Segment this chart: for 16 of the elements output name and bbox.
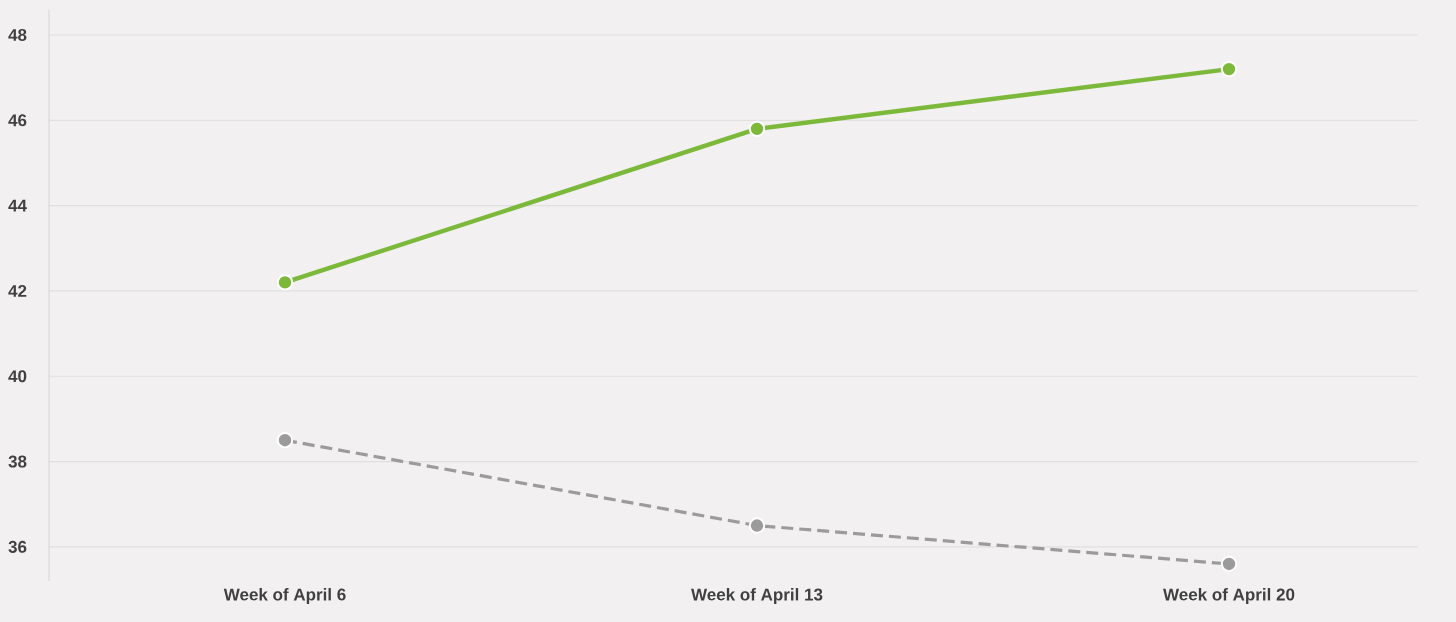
x-tick-label: Week of April 20	[1163, 588, 1295, 604]
y-tick-label: 40	[8, 370, 27, 383]
point	[1220, 555, 1238, 573]
point	[276, 432, 294, 449]
point	[748, 120, 766, 138]
x-tick-label: Week of April 13	[691, 588, 823, 604]
y-tick-label: 48	[8, 28, 27, 41]
y-tick-label: 46	[8, 114, 27, 127]
x-tick-label: Week of April 6	[223, 588, 346, 604]
point	[748, 517, 766, 534]
point	[1220, 60, 1238, 78]
y-tick-label: 38	[8, 455, 27, 468]
y-tick-label: 44	[8, 199, 27, 212]
point	[276, 274, 294, 291]
y-tick-label: 42	[8, 285, 27, 297]
y-tick-label: 36	[8, 540, 27, 553]
